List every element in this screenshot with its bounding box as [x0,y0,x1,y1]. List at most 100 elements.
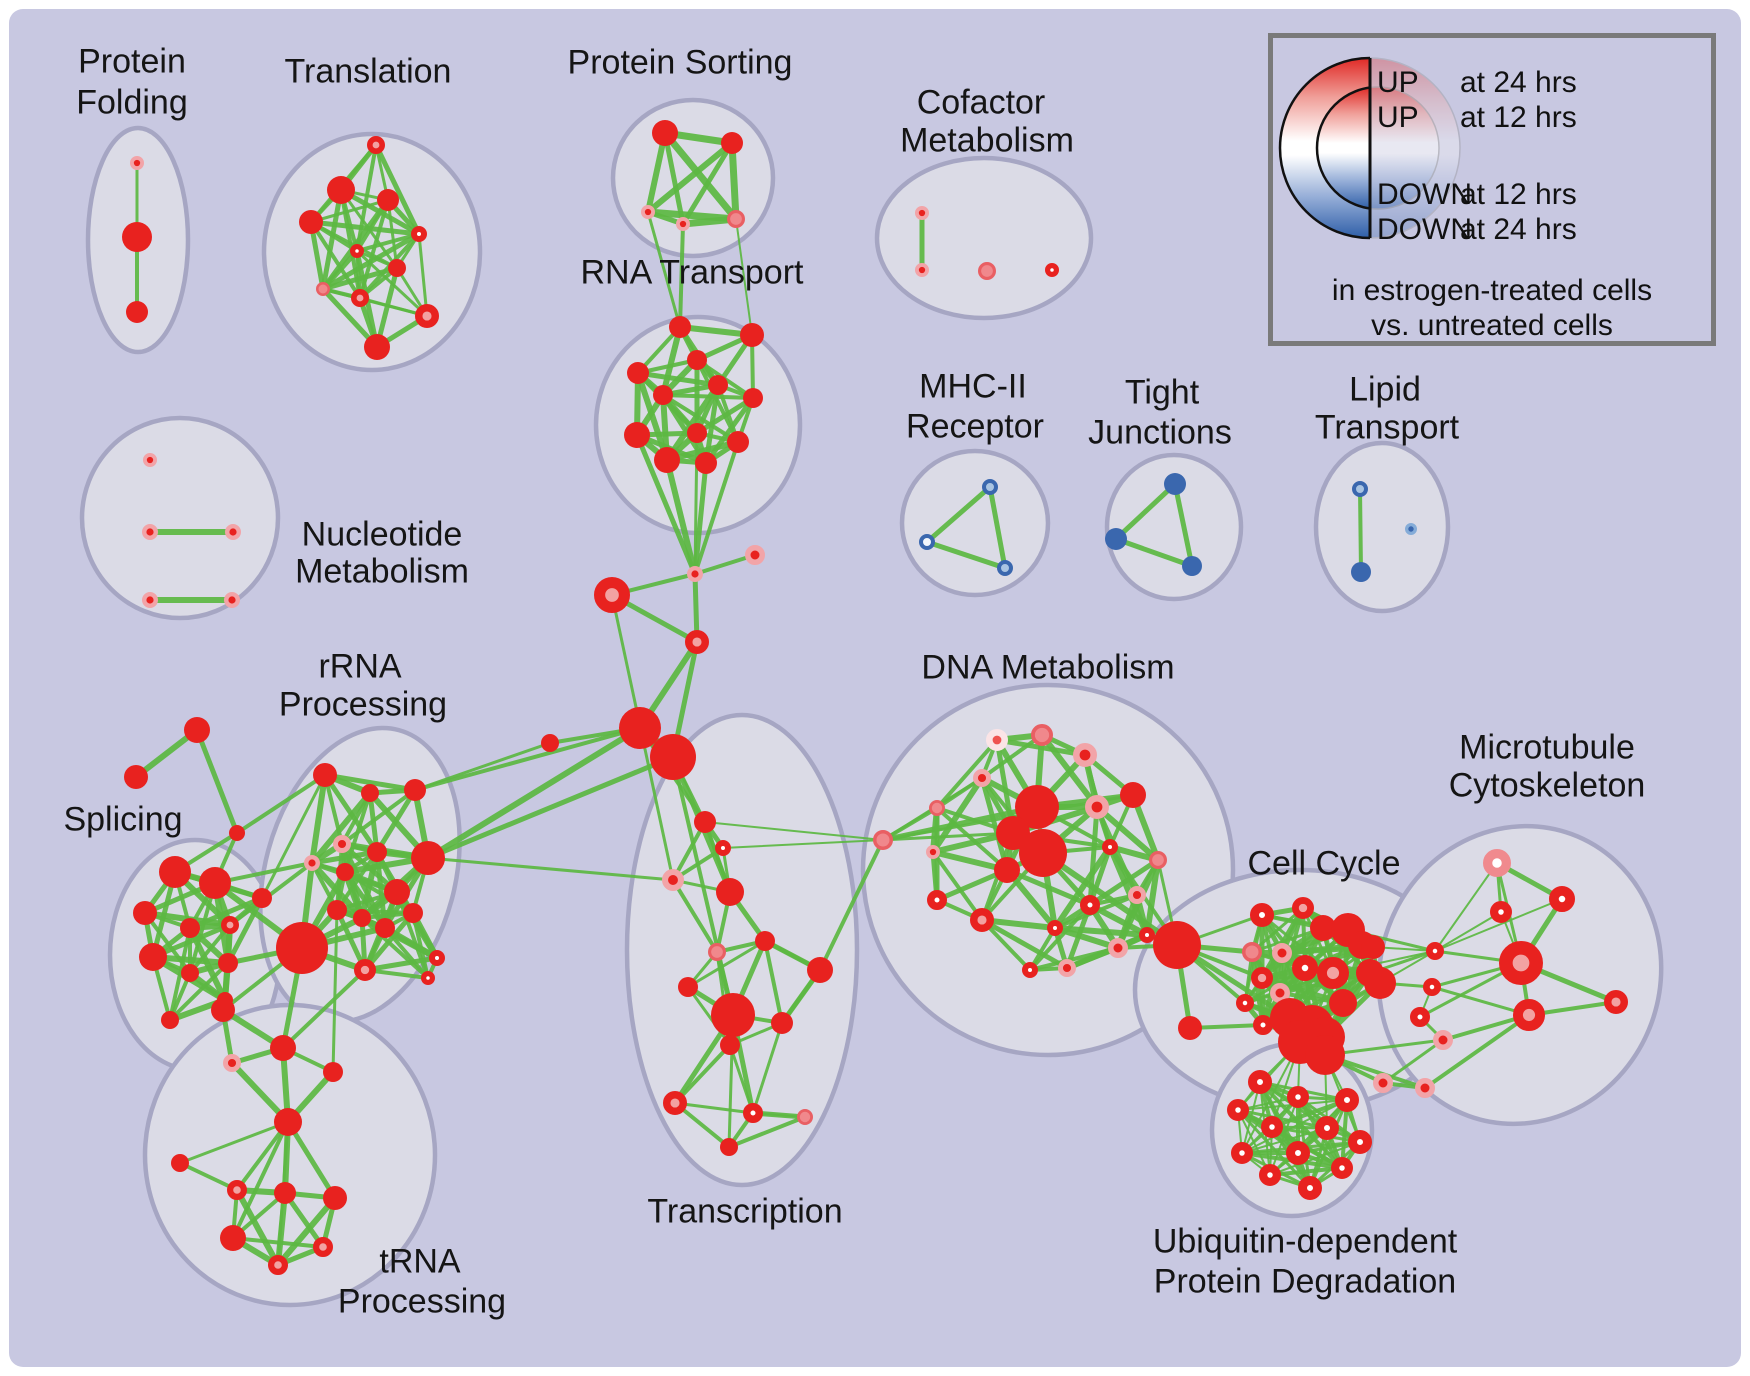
gene-node[interactable] [1261,1116,1283,1138]
gene-node[interactable] [268,1254,289,1275]
gene-node[interactable] [807,957,833,983]
gene-node[interactable] [1298,1176,1322,1200]
gene-node[interactable] [411,841,445,875]
gene-node[interactable] [184,717,210,743]
gene-node[interactable] [124,765,148,789]
gene-node[interactable] [1315,1116,1339,1140]
gene-node[interactable] [1250,903,1274,927]
gene-node[interactable] [1057,958,1076,977]
gene-node[interactable] [994,857,1020,883]
gene-node[interactable] [1287,1086,1309,1108]
gene-node[interactable] [220,915,239,934]
gene-node[interactable] [716,878,744,906]
gene-node[interactable] [1022,962,1038,978]
gene-node[interactable] [1292,896,1315,919]
gene-node[interactable] [1305,1035,1345,1075]
gene-node[interactable] [1251,966,1274,989]
gene-node[interactable] [1361,935,1385,959]
gene-node[interactable] [133,901,157,925]
gene-node[interactable] [755,931,775,951]
gene-node[interactable] [1286,1141,1310,1165]
gene-node[interactable] [141,524,158,541]
gene-node[interactable] [327,176,355,204]
gene-node[interactable] [126,301,148,323]
gene-node[interactable] [223,592,240,609]
gene-node[interactable] [684,629,709,654]
gene-node[interactable] [914,262,929,277]
gene-node[interactable] [367,842,387,862]
gene-node[interactable] [687,423,707,443]
gene-node[interactable] [1482,848,1511,877]
gene-node[interactable] [1331,1157,1353,1179]
gene-node[interactable] [1120,782,1146,808]
gene-node[interactable] [1498,941,1543,986]
gene-node[interactable] [333,834,352,853]
gene-node[interactable] [653,385,673,405]
gene-node[interactable] [411,226,427,242]
gene-node[interactable] [139,943,167,971]
gene-node[interactable] [415,304,440,329]
gene-node[interactable] [982,479,998,495]
gene-node[interactable] [711,993,755,1037]
gene-node[interactable] [181,964,199,982]
gene-node[interactable] [304,855,321,872]
gene-node[interactable] [1352,481,1368,497]
gene-node[interactable] [1490,901,1512,923]
gene-node[interactable] [720,1035,740,1055]
gene-node[interactable] [694,811,716,833]
gene-node[interactable] [211,998,235,1022]
gene-node[interactable] [1433,1030,1453,1050]
gene-node[interactable] [1182,556,1202,576]
gene-node[interactable] [421,971,435,985]
gene-node[interactable] [727,431,749,453]
gene-node[interactable] [662,1090,687,1115]
gene-node[interactable] [708,375,728,395]
gene-node[interactable] [1253,1015,1273,1035]
gene-node[interactable] [687,566,704,583]
gene-node[interactable] [220,1225,246,1251]
gene-node[interactable] [969,907,994,932]
gene-node[interactable] [652,120,678,146]
gene-node[interactable] [327,900,347,920]
gene-node[interactable] [1364,967,1396,999]
gene-node[interactable] [223,1053,242,1072]
gene-node[interactable] [227,1179,248,1200]
gene-node[interactable] [1423,978,1441,996]
gene-node[interactable] [1139,927,1155,943]
gene-node[interactable] [1310,915,1336,941]
gene-node[interactable] [229,825,245,841]
gene-node[interactable] [1603,989,1628,1014]
gene-node[interactable] [743,1103,763,1123]
gene-node[interactable] [1085,794,1110,819]
gene-node[interactable] [367,135,386,154]
gene-node[interactable] [797,1109,814,1126]
gene-node[interactable] [662,869,685,892]
gene-node[interactable] [1259,1164,1281,1186]
gene-node[interactable] [927,890,947,910]
gene-node[interactable] [675,217,690,232]
gene-node[interactable] [873,830,893,850]
gene-node[interactable] [1231,1142,1253,1164]
gene-node[interactable] [224,524,241,541]
gene-node[interactable] [721,132,743,154]
gene-node[interactable] [695,452,717,474]
gene-node[interactable] [929,800,946,817]
gene-node[interactable] [364,334,390,360]
gene-node[interactable] [1164,473,1186,495]
gene-node[interactable] [925,844,940,859]
gene-node[interactable] [914,206,929,221]
gene-node[interactable] [404,779,426,801]
gene-node[interactable] [650,734,696,780]
gene-node[interactable] [1316,957,1349,990]
gene-node[interactable] [1270,983,1290,1003]
gene-node[interactable] [161,1011,179,1029]
gene-node[interactable] [1415,1078,1435,1098]
gene-node[interactable] [708,943,727,962]
gene-node[interactable] [299,210,323,234]
gene-node[interactable] [996,816,1030,850]
gene-node[interactable] [1292,955,1318,981]
gene-node[interactable] [388,259,406,277]
gene-node[interactable] [143,452,158,467]
gene-node[interactable] [384,879,410,905]
gene-node[interactable] [624,422,650,448]
